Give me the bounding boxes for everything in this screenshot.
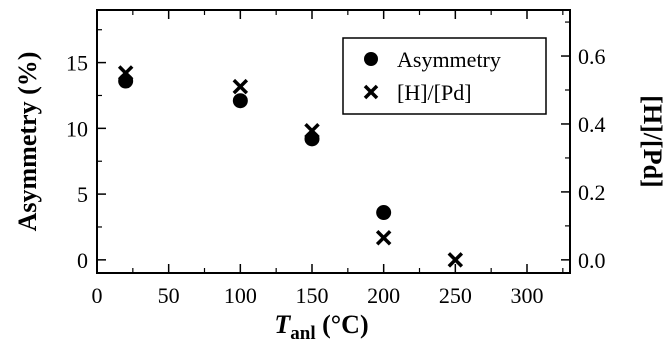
y-right-tick-label: 0.4	[578, 112, 606, 137]
legend-box	[342, 37, 547, 115]
plot-frame	[96, 9, 571, 274]
h-pd-point-stroke	[447, 252, 464, 268]
y-right-tick-label: 0.6	[578, 44, 606, 69]
y-right-tick-label: 0.0	[578, 248, 606, 273]
h-pd-point-stroke	[375, 230, 392, 246]
h-pd-point-stroke	[304, 123, 320, 139]
x-tick-label: 150	[296, 283, 329, 308]
h-pd-point	[304, 123, 320, 139]
x-axis-title-subscript: anl	[290, 323, 315, 344]
h-pd-point	[447, 252, 464, 268]
legend-circle-marker	[364, 52, 378, 66]
asymmetry-point	[118, 73, 134, 89]
h-pd-point	[117, 65, 134, 81]
x-tick-label: 0	[92, 283, 103, 308]
asymmetry-point	[376, 205, 392, 221]
y-left-tick-label: 0	[77, 248, 88, 273]
x-tick-label: 200	[367, 283, 400, 308]
legend-label-h-pd: [H]/[Pd]	[397, 80, 472, 105]
data-points	[117, 65, 464, 268]
x-tick-label: 50	[158, 283, 180, 308]
y-left-tick-label: 5	[77, 182, 88, 207]
legend-label-asymmetry: Asymmetry	[397, 47, 501, 72]
x-axis-title: Tanl (°C)	[274, 310, 368, 344]
h-pd-point-stroke	[117, 65, 134, 81]
legend-cross-marker	[363, 84, 379, 100]
x-axis-title-unit: (°C)	[316, 310, 369, 339]
h-pd-point-stroke	[232, 78, 249, 95]
x-axis-title-main: T	[274, 310, 291, 339]
y-axis-right-title: [H]/[Pd]	[638, 95, 667, 187]
h-pd-point	[232, 78, 249, 95]
y-right-tick-label: 0.2	[578, 180, 606, 205]
x-tick-label: 100	[224, 283, 257, 308]
y-axis-left-title: Asymmetry (%)	[13, 52, 42, 232]
x-tick-label: 250	[439, 283, 472, 308]
tick-label-layer: 0 50 100 150 200 250 300 0 5 10 15 0.0 0.2 0.4 0.6	[66, 44, 606, 308]
legend: Asymmetry [H]/[Pd]	[342, 37, 547, 115]
x-tick-label: 300	[511, 283, 544, 308]
y-left-tick-label: 15	[66, 51, 88, 76]
h-pd-point	[375, 230, 392, 246]
y-left-tick-label: 10	[66, 116, 88, 141]
asymmetry-point	[232, 93, 248, 109]
tick-layer	[96, 10, 570, 273]
